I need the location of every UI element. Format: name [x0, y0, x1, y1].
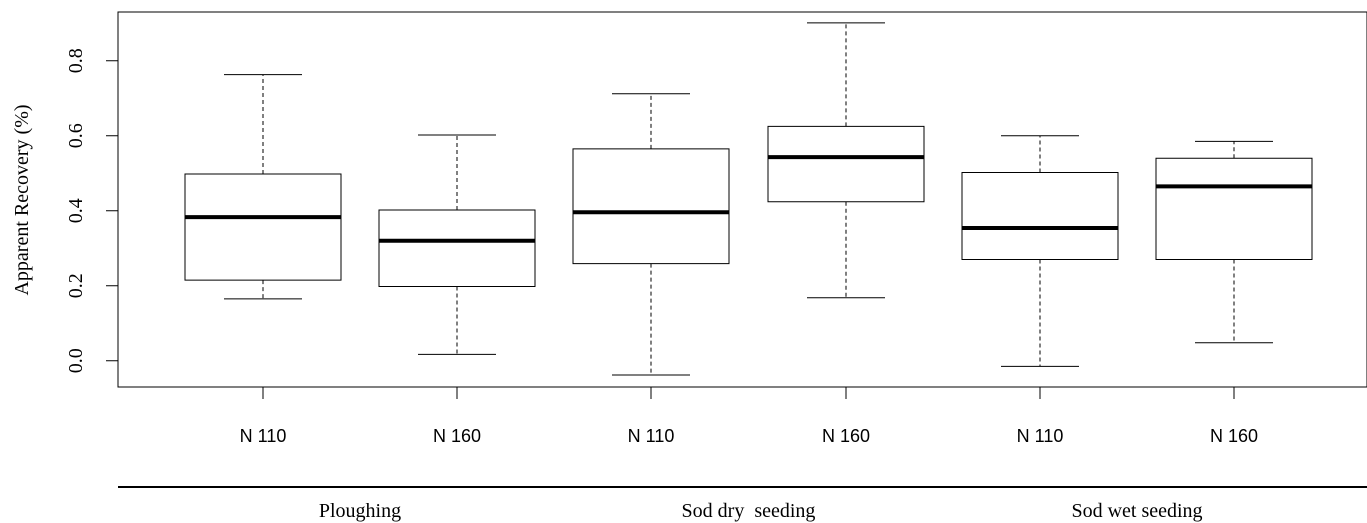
- iqr-box: [378, 209, 536, 287]
- box-plot-item: [961, 135, 1119, 367]
- x-tick-label: N 110: [1017, 426, 1064, 446]
- iqr-box: [767, 125, 925, 203]
- y-axis-label: Apparent Recovery (%): [11, 104, 33, 295]
- iqr-box: [184, 173, 342, 281]
- iqr-box: [572, 148, 730, 265]
- boxes-layer: [184, 22, 1313, 376]
- y-tick-label: 0.8: [65, 48, 87, 73]
- box-plot-item: [572, 93, 730, 376]
- group-labels: Ploughing Sod dry seeding Sod wet seeding: [319, 500, 1203, 522]
- y-tick-label: 0.0: [65, 348, 87, 373]
- box-plot-item: [1155, 140, 1313, 344]
- x-tick-label: N 110: [240, 426, 287, 446]
- iqr-box: [961, 172, 1119, 260]
- group-label: Sod wet seeding: [1071, 500, 1202, 522]
- x-tick-label: N 160: [822, 426, 870, 446]
- x-tick-label: N 110: [628, 426, 675, 446]
- x-tick-label: N 160: [433, 426, 481, 446]
- y-tick-label: 0.6: [65, 123, 87, 148]
- x-tick-label: N 160: [1210, 426, 1258, 446]
- y-tick-label: 0.2: [65, 273, 87, 298]
- y-tick-label: 0.4: [65, 198, 87, 223]
- iqr-box: [1155, 157, 1313, 260]
- box-plot-item: [184, 74, 342, 300]
- group-label: Sod dry seeding: [682, 500, 816, 522]
- y-axis: 0.0 0.2 0.4 0.6 0.8: [65, 48, 119, 373]
- box-plot-item: [378, 134, 536, 355]
- group-label: Ploughing: [319, 500, 401, 522]
- box-plot-item: [767, 22, 925, 299]
- x-axis: N 110 N 160 N 110 N 160 N 110 N 160: [240, 386, 1367, 446]
